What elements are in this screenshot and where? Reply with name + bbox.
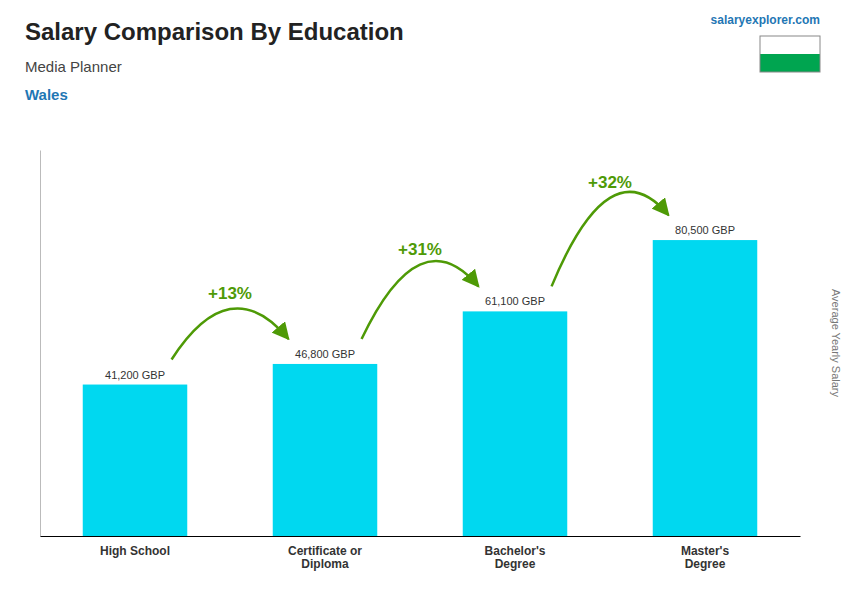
x-tick-label: High School <box>100 544 170 558</box>
subtitle: Media Planner <box>25 58 122 75</box>
x-tick-label-line: Degree <box>495 557 536 571</box>
x-axis-line <box>41 536 801 537</box>
y-axis <box>40 151 41 537</box>
location: Wales <box>25 86 68 103</box>
bar <box>653 240 758 536</box>
bar <box>273 364 378 536</box>
x-tick: Certificate orDiploma <box>288 536 362 571</box>
x-tick: High School <box>100 536 170 558</box>
flag-top <box>760 36 820 54</box>
x-tick: Master'sDegree <box>681 536 730 571</box>
x-tick-label: Certificate orDiploma <box>288 544 362 572</box>
change-label: +32% <box>588 173 632 192</box>
x-tick: Bachelor'sDegree <box>485 536 546 571</box>
x-axis: High School Certificate orDiploma Bachelor… <box>41 536 801 571</box>
brand: salaryexplorer.com <box>711 13 820 27</box>
bar <box>463 311 568 536</box>
chart-svg: Salary Comparison By Education Media Plan… <box>0 0 850 606</box>
change-arrows: +13% +31% +32% <box>172 173 669 360</box>
x-tick-label-line: Degree <box>685 557 726 571</box>
x-tick-label-line: Certificate or <box>288 544 362 558</box>
x-tick-label-line: High School <box>100 544 170 558</box>
change-label: +31% <box>398 240 442 259</box>
x-tick-label: Master'sDegree <box>681 544 730 572</box>
x-tick-label-line: Diploma <box>301 557 349 571</box>
flag-bottom <box>760 54 820 72</box>
data-label: 80,500 GBP <box>675 224 735 236</box>
bar <box>83 385 188 536</box>
title: Salary Comparison By Education <box>25 18 404 45</box>
y-axis-label: Average Yearly Salary <box>830 289 842 398</box>
x-tick-label-line: Bachelor's <box>485 544 546 558</box>
y-axis-line <box>40 151 41 537</box>
plot-area <box>83 240 758 536</box>
data-label: 46,800 GBP <box>295 348 355 360</box>
change-arrow <box>362 261 479 339</box>
data-label: 41,200 GBP <box>105 369 165 381</box>
data-label: 61,100 GBP <box>485 295 545 307</box>
chart-container: Salary Comparison By Education Media Plan… <box>0 0 850 606</box>
x-tick-label-line: Master's <box>681 544 730 558</box>
x-tick-label: Bachelor'sDegree <box>485 544 546 572</box>
flag <box>760 36 820 72</box>
change-arrow <box>552 192 669 287</box>
flag-border <box>760 36 820 72</box>
change-label: +13% <box>208 284 252 303</box>
data-labels: 41,200 GBP 46,800 GBP 61,100 GBP 80,500 GBP <box>105 224 735 380</box>
change-arrow <box>172 308 289 359</box>
